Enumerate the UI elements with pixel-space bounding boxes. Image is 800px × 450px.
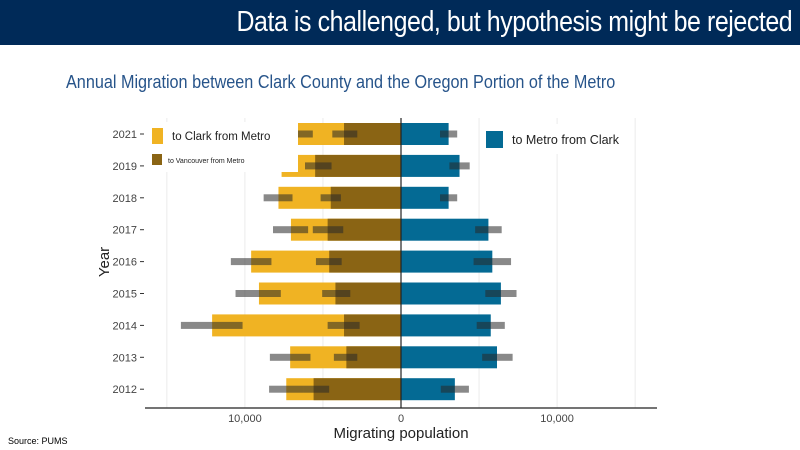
y-tick-label: 2015 [113, 289, 137, 301]
error-bar [476, 321, 505, 329]
error-bar [273, 226, 309, 234]
error-bar [180, 321, 243, 329]
x-tick-label: 10,000 [540, 413, 574, 425]
bar-to-metro-from-clark [401, 378, 455, 401]
error-bar [440, 194, 458, 202]
error-bar [305, 162, 332, 170]
error-bar [440, 130, 458, 138]
x-tick-label: 10,000 [228, 413, 262, 425]
bar-to-metro-from-clark [401, 314, 491, 337]
bar-to-metro-from-clark [401, 154, 460, 177]
y-tick-label: 2012 [113, 384, 137, 396]
legend-background [148, 122, 298, 172]
error-bar [485, 290, 517, 297]
error-bar [303, 385, 330, 393]
legend-label: to Vancouver from Metro [168, 158, 245, 165]
legend-background [480, 124, 630, 154]
error-bar [235, 290, 281, 297]
y-tick-label: 2019 [113, 161, 137, 173]
error-bar [230, 258, 272, 266]
bar-to-vancouver-from-metro [313, 378, 401, 401]
bar-to-metro-from-clark [401, 218, 489, 241]
error-bar [333, 353, 358, 361]
error-bar [315, 258, 342, 266]
y-axis-label: Year [96, 247, 113, 277]
bar-to-vancouver-from-metro [335, 282, 401, 305]
chart-title: Annual Migration between Clark County an… [66, 72, 616, 92]
legend-swatch-clark [152, 128, 163, 144]
error-bar [482, 353, 513, 361]
error-bar [320, 194, 341, 202]
bar-to-metro-from-clark [401, 282, 501, 305]
legend-swatch-metro [486, 131, 503, 148]
error-bar [473, 258, 512, 266]
error-bar [269, 353, 311, 361]
bar-to-vancouver-from-metro [344, 123, 401, 145]
error-bar [269, 385, 304, 393]
y-tick-label: 2016 [113, 257, 137, 269]
bar-to-metro-from-clark [401, 186, 449, 209]
error-bar [263, 194, 293, 202]
error-bar [475, 226, 502, 234]
y-tick-label: 2021 [113, 129, 137, 141]
bar-to-vancouver-from-metro [344, 314, 401, 337]
slide-header: Data is challenged, but hypothesis might… [0, 0, 800, 45]
y-tick-label: 2018 [113, 193, 137, 205]
bar-to-metro-from-clark [401, 346, 497, 369]
legend-label: to Metro from Clark [512, 133, 620, 147]
error-bar [332, 130, 358, 138]
slide-title: Data is challenged, but hypothesis might… [236, 6, 792, 38]
legend-swatch-vancouver [152, 154, 162, 165]
x-tick-label: 0 [398, 413, 404, 425]
bar-to-metro-from-clark [401, 250, 493, 273]
x-axis-label: Migrating population [333, 425, 468, 442]
error-bar [327, 321, 360, 329]
error-bar [312, 226, 344, 234]
y-tick-label: 2017 [113, 225, 137, 237]
bar-to-vancouver-from-metro [327, 218, 401, 241]
bar-to-vancouver-from-metro [346, 346, 401, 369]
y-tick-label: 2013 [113, 352, 137, 364]
legend-label: to Clark from Metro [172, 131, 270, 143]
bar-to-vancouver-from-metro [329, 250, 401, 273]
bar-to-vancouver-from-metro [315, 154, 401, 177]
error-bar [440, 385, 469, 393]
bar-to-vancouver-from-metro [330, 186, 401, 209]
bar-to-metro-from-clark [401, 123, 449, 145]
error-bar [449, 162, 470, 170]
error-bar [322, 290, 351, 297]
source-note: Source: PUMS [8, 436, 68, 446]
y-tick-label: 2014 [113, 320, 137, 332]
